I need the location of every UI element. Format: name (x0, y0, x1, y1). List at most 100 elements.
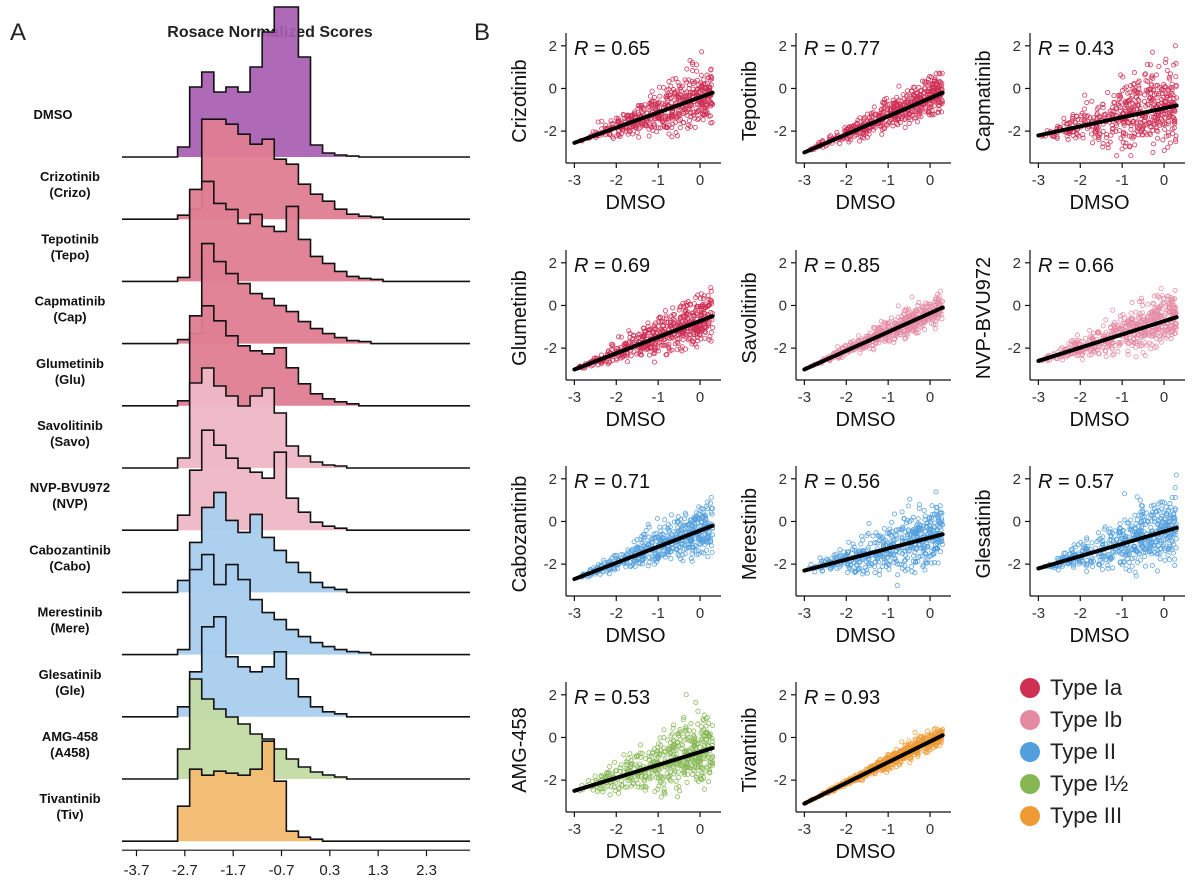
regression-line (802, 733, 945, 806)
ridge-label: Cabozantinib (29, 542, 111, 557)
y-axis-label: Tivantinib (739, 708, 761, 793)
ridge-label: Tepotinib (41, 231, 99, 246)
scatter-points (578, 49, 716, 144)
correlation-label: R = 0.85 (804, 255, 880, 277)
x-tick-label: -2 (610, 605, 623, 622)
y-tick-label: 0 (1013, 513, 1021, 530)
correlation-label: R = 0.93 (804, 687, 880, 709)
ridge-outline (122, 118, 470, 220)
y-axis-label: Cabozantinib (509, 476, 531, 593)
legend-swatch (1020, 806, 1040, 826)
x-tick-label: -3 (1032, 172, 1045, 189)
x-tick-label: 0 (696, 605, 704, 622)
ridge-row: Tivantinib(Tiv) (39, 740, 470, 842)
ridge-sublabel: (Cap) (53, 310, 86, 325)
x-tick-label: 0 (1160, 605, 1168, 622)
ridge-row: Cabozantinib(Cabo) (29, 491, 470, 594)
scatter-points (578, 494, 716, 580)
ridge-sublabel: (A458) (50, 745, 90, 760)
legend-swatch (1020, 678, 1040, 698)
ridge-sublabel: (NVP) (52, 496, 87, 511)
y-axis-label: Glesatinib (973, 490, 995, 579)
correlation-label: R = 0.77 (804, 38, 880, 60)
legend-label: Type Ib (1050, 707, 1122, 732)
legend-swatch (1020, 774, 1040, 794)
x-tick-label: -2 (840, 605, 853, 622)
y-axis-label: Tepotinib (739, 61, 761, 141)
scatter-panel: -2 0 2 -3 -2 -1 0 DMSO Merestinib R = 0.56 (739, 466, 951, 647)
scatter-points (577, 692, 716, 800)
y-axis-label: Capmatinib (973, 50, 995, 151)
x-tick-label: -2 (1074, 172, 1087, 189)
regression-line (802, 305, 945, 372)
legend-label: Type III (1050, 803, 1122, 828)
x-tick-label: -3 (568, 389, 581, 406)
x-axis-label: DMSO (1070, 625, 1130, 647)
regression-line (1036, 525, 1179, 571)
legend-item: Type II (1020, 739, 1116, 764)
y-tick-label: 0 (1013, 297, 1021, 314)
x-tick-label: -3 (1032, 389, 1045, 406)
x-tick-label: -1 (1115, 605, 1128, 622)
y-tick-label: -2 (544, 123, 557, 140)
correlation-label: R = 0.53 (574, 687, 650, 709)
ridge-sublabel: (Crizo) (49, 185, 90, 200)
ridge-fill (177, 679, 347, 779)
y-tick-label: 0 (549, 297, 557, 314)
y-tick-label: 2 (1013, 255, 1021, 272)
x-tick-label: -1.7 (220, 862, 246, 879)
y-axis-label: NVP-BVU972 (973, 257, 995, 379)
regression-line (572, 314, 715, 372)
x-tick-label: -3 (568, 821, 581, 838)
y-tick-label: 0 (779, 513, 787, 530)
x-tick-label: -3 (798, 605, 811, 622)
y-tick-label: -2 (544, 772, 557, 789)
x-tick-label: -1 (651, 605, 664, 622)
correlation-label: R = 0.66 (1038, 255, 1114, 277)
y-tick-label: 0 (549, 729, 557, 746)
x-tick-label: -1 (651, 389, 664, 406)
x-axis-label: DMSO (836, 192, 896, 214)
x-tick-label: 0.3 (319, 862, 340, 879)
ridge-row: Capmatinib(Cap) (35, 242, 470, 345)
legend-swatch (1020, 742, 1040, 762)
x-tick-label: -1 (1115, 172, 1128, 189)
x-tick-label: 2.3 (416, 862, 437, 879)
x-tick-label: -2.7 (172, 862, 198, 879)
scatter-panel: -2 0 2 -3 -2 -1 0 DMSO Tivantinib R = 0.93 (739, 682, 951, 863)
ridge-row: Tepotinib(Tepo) (41, 180, 470, 283)
x-tick-label: -3 (798, 389, 811, 406)
x-tick-label: -1 (881, 821, 894, 838)
scatter-panel: -2 0 2 -3 -2 -1 0 DMSO Glumetinib R = 0.69 (509, 250, 721, 431)
legend-swatch (1020, 710, 1040, 730)
x-axis-label: DMSO (836, 625, 896, 647)
y-axis-label: Savolitinib (739, 272, 761, 363)
ridge-sublabel: (Glu) (55, 372, 85, 387)
x-tick-label: 0 (926, 172, 934, 189)
ridge-sublabel: (Cabo) (49, 558, 90, 573)
ridge-row: Savolitinib(Savo) (37, 367, 470, 469)
ridge-outline (122, 678, 470, 780)
legend-label: Type Ia (1050, 675, 1123, 700)
regression-line (572, 90, 715, 145)
regression-line (1036, 103, 1179, 138)
y-axis-label: Crizotinib (509, 59, 531, 142)
scatter-panel: -2 0 2 -3 -2 -1 0 DMSO Crizotinib R = 0.65 (509, 33, 721, 214)
correlation-label: R = 0.57 (1038, 471, 1114, 493)
x-tick-label: 0 (1160, 172, 1168, 189)
x-axis-label: DMSO (1070, 409, 1130, 431)
x-tick-label: -2 (610, 172, 623, 189)
ridge-fill (177, 368, 347, 468)
regression-line (1036, 315, 1179, 363)
scatter-panel: -2 0 2 -3 -2 -1 0 DMSO NVP-BVU972 R = 0.66 (973, 250, 1185, 431)
x-tick-label: -2 (840, 821, 853, 838)
ridge-outline (122, 616, 470, 718)
x-tick-label: 0 (926, 605, 934, 622)
y-tick-label: 0 (1013, 80, 1021, 97)
ridge-fill (177, 305, 359, 406)
ridge-label: NVP-BVU972 (30, 480, 110, 495)
scatter-panel: -2 0 2 -3 -2 -1 0 DMSO AMG-458 R = 0.53 (509, 682, 721, 863)
x-tick-label: 0 (696, 172, 704, 189)
y-tick-label: -2 (774, 556, 787, 573)
y-tick-label: -2 (774, 123, 787, 140)
